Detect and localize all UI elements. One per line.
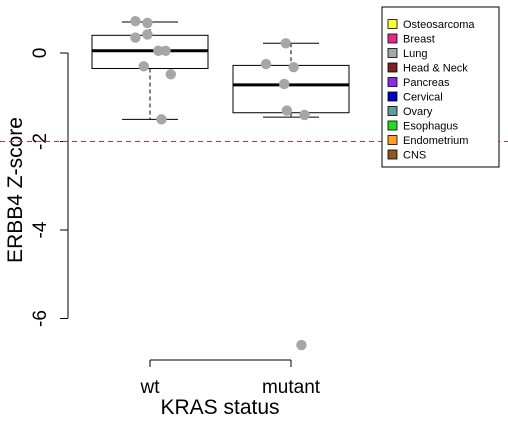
y-ticks: 0-2-4-6 — [30, 48, 68, 327]
y-tick-label: -4 — [30, 221, 51, 238]
legend-swatch — [387, 120, 398, 131]
data-point — [281, 105, 293, 116]
legend-label: Osteosarcoma — [403, 19, 475, 31]
y-tick-label: -6 — [30, 310, 51, 327]
y-tick-label: 0 — [30, 48, 51, 59]
box-iqr — [232, 64, 350, 114]
legend-box — [381, 6, 500, 168]
data-point — [138, 61, 149, 72]
legend-label: Pancreas — [403, 77, 450, 89]
legend: Osteosarcoma Breast Lung Head & Neck Pancrea… — [381, 6, 500, 168]
data-point — [153, 45, 164, 56]
legend-label: Lung — [403, 48, 427, 60]
data-point — [130, 15, 141, 27]
legend-swatch — [387, 48, 398, 58]
data-point — [156, 114, 167, 125]
legend-label: Ovary — [403, 106, 433, 118]
data-point — [288, 61, 299, 73]
y-axis-title: ERBB4 Z-score — [4, 117, 27, 263]
legend-label: CNS — [403, 150, 426, 162]
data-point — [296, 339, 307, 351]
legend-label: Head & Neck — [403, 63, 468, 75]
legend-swatch — [387, 77, 398, 87]
legend-swatch — [387, 91, 398, 102]
data-point — [142, 17, 153, 29]
legend-swatch — [387, 62, 398, 73]
legend-label: Esophagus — [403, 121, 459, 133]
data-point — [142, 29, 153, 40]
data-point — [165, 69, 176, 80]
box-wt — [91, 21, 209, 120]
legend-swatch — [387, 19, 398, 29]
legend-label: Breast — [403, 34, 435, 46]
legend-label: Endometrium — [403, 135, 468, 147]
x-axis-title: KRAS status — [160, 396, 279, 419]
data-point — [260, 58, 272, 70]
legend-swatch — [387, 106, 398, 116]
legend-swatch — [387, 135, 398, 145]
x-tick-label-wt: wt — [140, 377, 161, 398]
legend-label: Cervical — [403, 92, 443, 104]
data-point — [279, 78, 290, 90]
data-point — [299, 109, 310, 121]
data-points — [130, 15, 310, 351]
data-point — [280, 38, 291, 49]
x-tick-label-mutant: mutant — [262, 377, 321, 398]
box-mutant — [232, 42, 350, 118]
data-point — [130, 32, 141, 43]
legend-swatch — [387, 149, 398, 160]
legend-swatch — [387, 33, 398, 44]
data-point — [160, 45, 171, 56]
